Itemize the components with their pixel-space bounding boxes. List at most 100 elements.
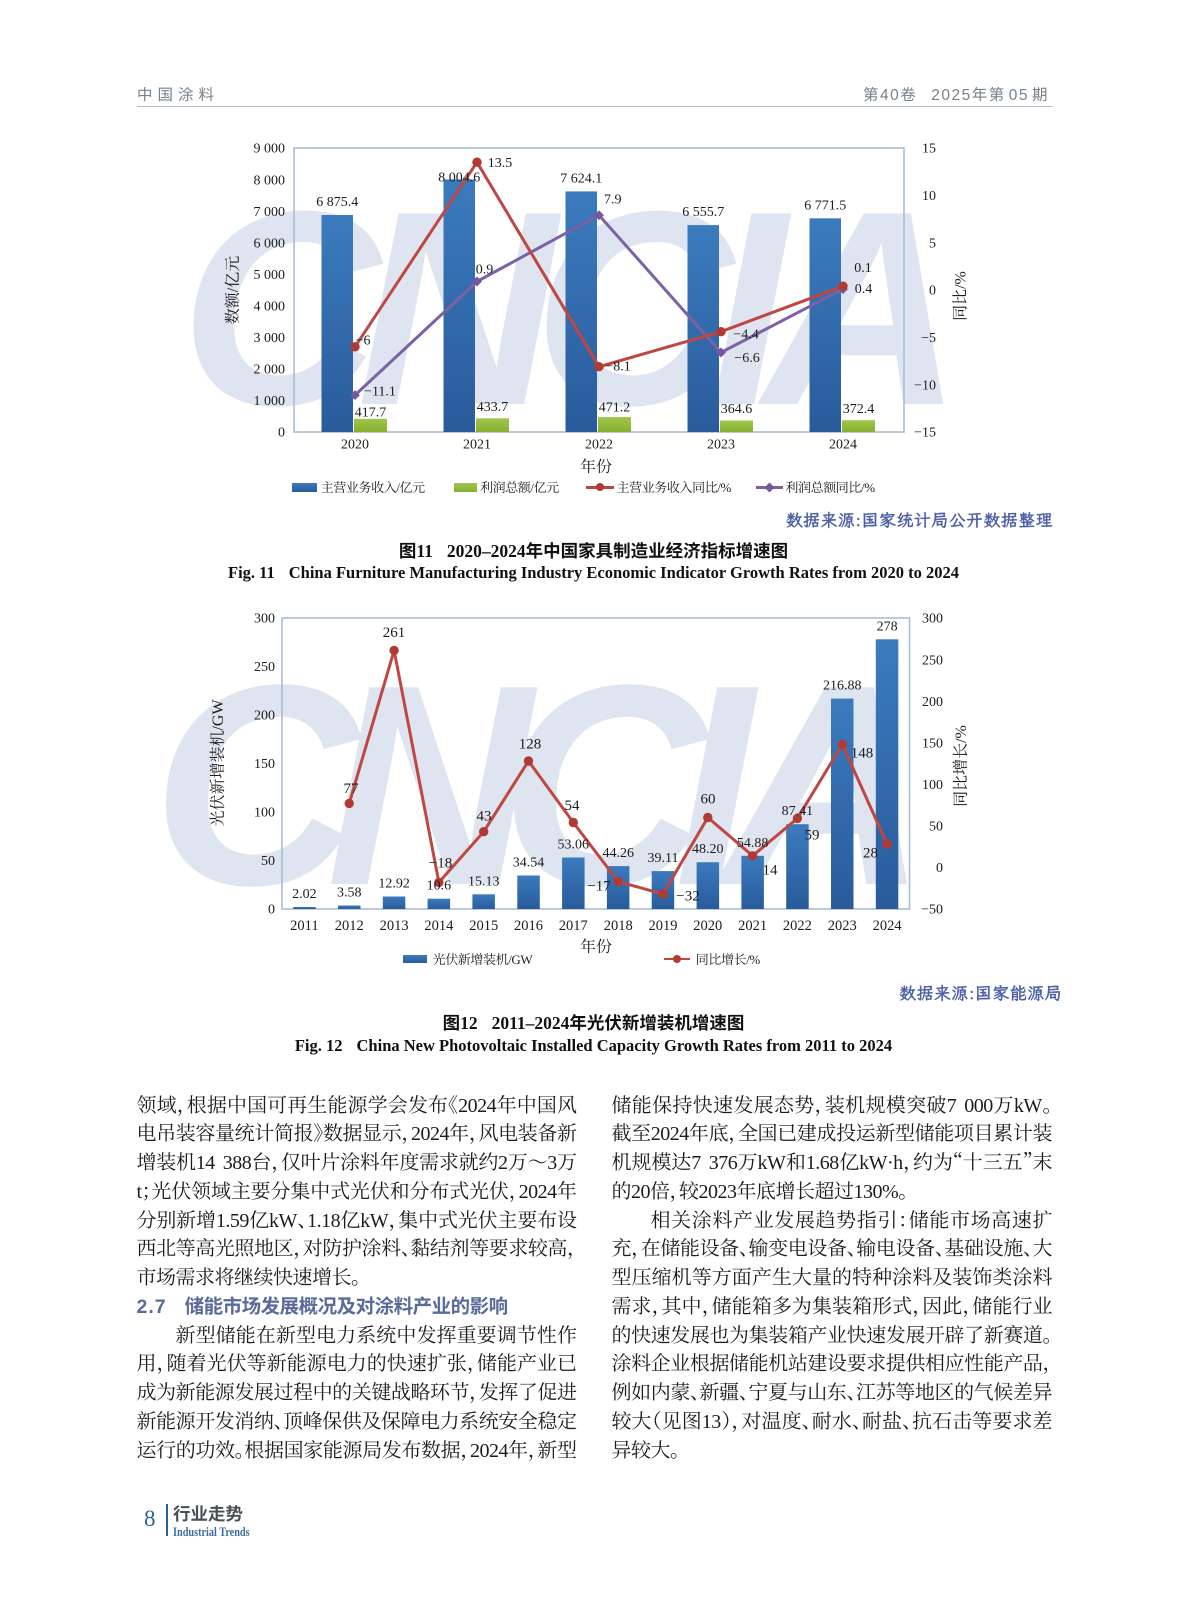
svg-text:2020: 2020 <box>341 438 369 453</box>
svg-text:光伏新增装机/GW: 光伏新增装机/GW <box>205 699 228 827</box>
svg-text:−5: −5 <box>921 331 936 346</box>
svg-text:12.92: 12.92 <box>378 877 410 892</box>
svg-text:2013: 2013 <box>380 918 409 934</box>
svg-text:−17: −17 <box>587 879 611 895</box>
svg-text:2 000: 2 000 <box>254 363 286 378</box>
svg-text:50: 50 <box>929 820 943 835</box>
svg-text:100: 100 <box>922 778 943 793</box>
svg-text:43: 43 <box>477 809 492 825</box>
svg-text:1 000: 1 000 <box>254 394 286 409</box>
svg-text:100: 100 <box>254 806 275 821</box>
svg-text:10: 10 <box>922 189 936 204</box>
svg-text:9 000: 9 000 <box>254 142 286 157</box>
svg-text:6 771.5: 6 771.5 <box>804 198 846 213</box>
svg-text:2024: 2024 <box>873 918 903 934</box>
svg-text:250: 250 <box>254 660 275 675</box>
svg-text:14: 14 <box>763 863 779 879</box>
svg-text:7.9: 7.9 <box>604 192 622 207</box>
svg-text:2015: 2015 <box>469 918 498 934</box>
svg-text:3 000: 3 000 <box>254 331 286 346</box>
svg-text:28: 28 <box>863 846 878 862</box>
svg-text:59: 59 <box>805 828 820 844</box>
svg-text:15: 15 <box>922 142 936 157</box>
svg-text:2012: 2012 <box>335 918 364 934</box>
svg-text:44.26: 44.26 <box>602 846 634 861</box>
svg-text:0: 0 <box>936 861 943 876</box>
svg-text:−6: −6 <box>356 334 371 349</box>
svg-text:300: 300 <box>922 612 943 627</box>
svg-text:250: 250 <box>922 653 943 668</box>
svg-text:5 000: 5 000 <box>254 268 286 283</box>
svg-text:2016: 2016 <box>514 918 543 934</box>
svg-text:−50: −50 <box>921 903 943 918</box>
svg-text:2017: 2017 <box>559 918 588 934</box>
svg-text:2018: 2018 <box>604 918 633 934</box>
svg-text:6 875.4: 6 875.4 <box>316 195 358 210</box>
svg-text:2021: 2021 <box>738 918 767 934</box>
svg-text:2020: 2020 <box>693 918 722 934</box>
svg-text:15.13: 15.13 <box>468 874 500 889</box>
svg-text:8 004.6: 8 004.6 <box>438 170 480 185</box>
svg-text:8 000: 8 000 <box>254 173 286 188</box>
svg-text:54.88: 54.88 <box>737 836 769 851</box>
svg-text:34.54: 34.54 <box>513 856 545 871</box>
svg-text:10.6: 10.6 <box>427 879 452 894</box>
svg-text:0: 0 <box>268 903 275 918</box>
svg-text:4 000: 4 000 <box>254 300 286 315</box>
svg-text:200: 200 <box>922 695 943 710</box>
svg-text:年份: 年份 <box>580 934 612 957</box>
svg-text:−18: −18 <box>429 855 452 871</box>
svg-text:53.06: 53.06 <box>558 838 590 853</box>
svg-text:128: 128 <box>519 737 542 753</box>
svg-text:2023: 2023 <box>707 438 735 453</box>
svg-text:−4.4: −4.4 <box>733 328 758 343</box>
svg-text:50: 50 <box>261 854 275 869</box>
svg-text:200: 200 <box>254 709 275 724</box>
svg-text:87.41: 87.41 <box>782 804 814 819</box>
svg-text:0: 0 <box>278 426 285 441</box>
svg-text:300: 300 <box>254 612 275 627</box>
svg-text:5: 5 <box>929 236 936 251</box>
svg-text:−15: −15 <box>914 426 936 441</box>
svg-text:148: 148 <box>851 746 874 762</box>
svg-text:同比/%: 同比/% <box>948 271 971 321</box>
svg-text:2022: 2022 <box>585 438 613 453</box>
svg-text:261: 261 <box>383 625 406 641</box>
svg-text:0: 0 <box>929 284 936 299</box>
svg-text:0.1: 0.1 <box>854 261 872 276</box>
svg-text:数额/亿元: 数额/亿元 <box>220 256 243 324</box>
svg-text:13.5: 13.5 <box>488 156 513 171</box>
svg-text:60: 60 <box>701 792 716 808</box>
svg-text:−32: −32 <box>676 889 699 905</box>
svg-text:年份: 年份 <box>580 454 612 477</box>
svg-text:−6.6: −6.6 <box>734 351 759 366</box>
svg-text:6 000: 6 000 <box>254 236 286 251</box>
svg-text:−8.1: −8.1 <box>605 360 630 375</box>
svg-text:77: 77 <box>344 781 360 797</box>
svg-text:2019: 2019 <box>649 918 678 934</box>
svg-text:216.88: 216.88 <box>823 679 862 694</box>
svg-text:54: 54 <box>565 798 581 814</box>
svg-text:39.11: 39.11 <box>648 851 679 866</box>
svg-text:471.2: 471.2 <box>599 401 631 416</box>
svg-text:−10: −10 <box>914 378 936 393</box>
svg-text:3.58: 3.58 <box>337 886 362 901</box>
svg-text:433.7: 433.7 <box>477 400 509 415</box>
svg-text:0.9: 0.9 <box>476 262 494 277</box>
svg-text:150: 150 <box>254 757 275 772</box>
svg-text:278: 278 <box>877 619 898 634</box>
svg-text:2024: 2024 <box>829 438 857 453</box>
svg-text:−11.1: −11.1 <box>364 385 396 400</box>
svg-text:48.20: 48.20 <box>692 842 724 857</box>
svg-text:2023: 2023 <box>828 918 857 934</box>
svg-text:7 624.1: 7 624.1 <box>560 171 602 186</box>
svg-text:2014: 2014 <box>424 918 454 934</box>
svg-text:2011: 2011 <box>290 918 318 934</box>
svg-text:417.7: 417.7 <box>355 406 387 421</box>
svg-text:2021: 2021 <box>463 438 491 453</box>
svg-text:364.6: 364.6 <box>721 402 753 417</box>
svg-text:2022: 2022 <box>783 918 812 934</box>
svg-text:7 000: 7 000 <box>254 205 286 220</box>
svg-text:0.4: 0.4 <box>855 282 873 297</box>
svg-text:372.4: 372.4 <box>843 402 875 417</box>
